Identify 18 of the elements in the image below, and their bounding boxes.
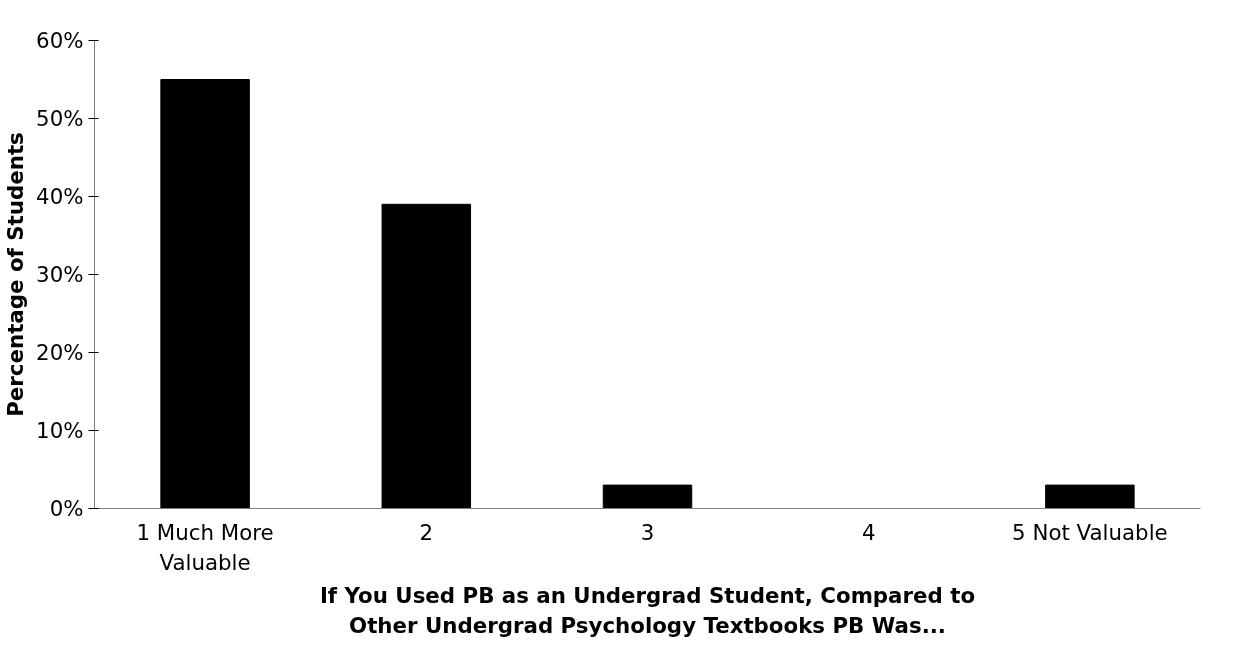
y-tick-label: 60% bbox=[36, 28, 84, 53]
x-tick-label: 2 bbox=[419, 519, 434, 545]
y-tick-label: 0% bbox=[49, 496, 84, 521]
bar bbox=[1045, 484, 1135, 509]
y-axis-title: Percentage of Students bbox=[3, 132, 29, 417]
x-tick-label: 1 Much More Valuable bbox=[136, 519, 274, 575]
bar bbox=[160, 79, 250, 509]
y-tick-label: 20% bbox=[36, 340, 84, 365]
x-axis-title: If You Used PB as an Undergrad Student, Compared to Other Undergrad Psychology Textbooks PB Was... bbox=[319, 582, 976, 638]
y-tick-label: 50% bbox=[36, 106, 84, 131]
x-tick-label: 4 bbox=[861, 519, 876, 545]
bar bbox=[602, 484, 693, 509]
y-tick-label: 40% bbox=[36, 184, 84, 209]
x-tick-label: 3 bbox=[640, 519, 655, 545]
bar bbox=[381, 203, 472, 509]
y-tick-label: 30% bbox=[36, 262, 84, 287]
x-tick-label: 5 Not Valuable bbox=[1012, 519, 1168, 545]
y-tick-label: 10% bbox=[36, 418, 84, 443]
